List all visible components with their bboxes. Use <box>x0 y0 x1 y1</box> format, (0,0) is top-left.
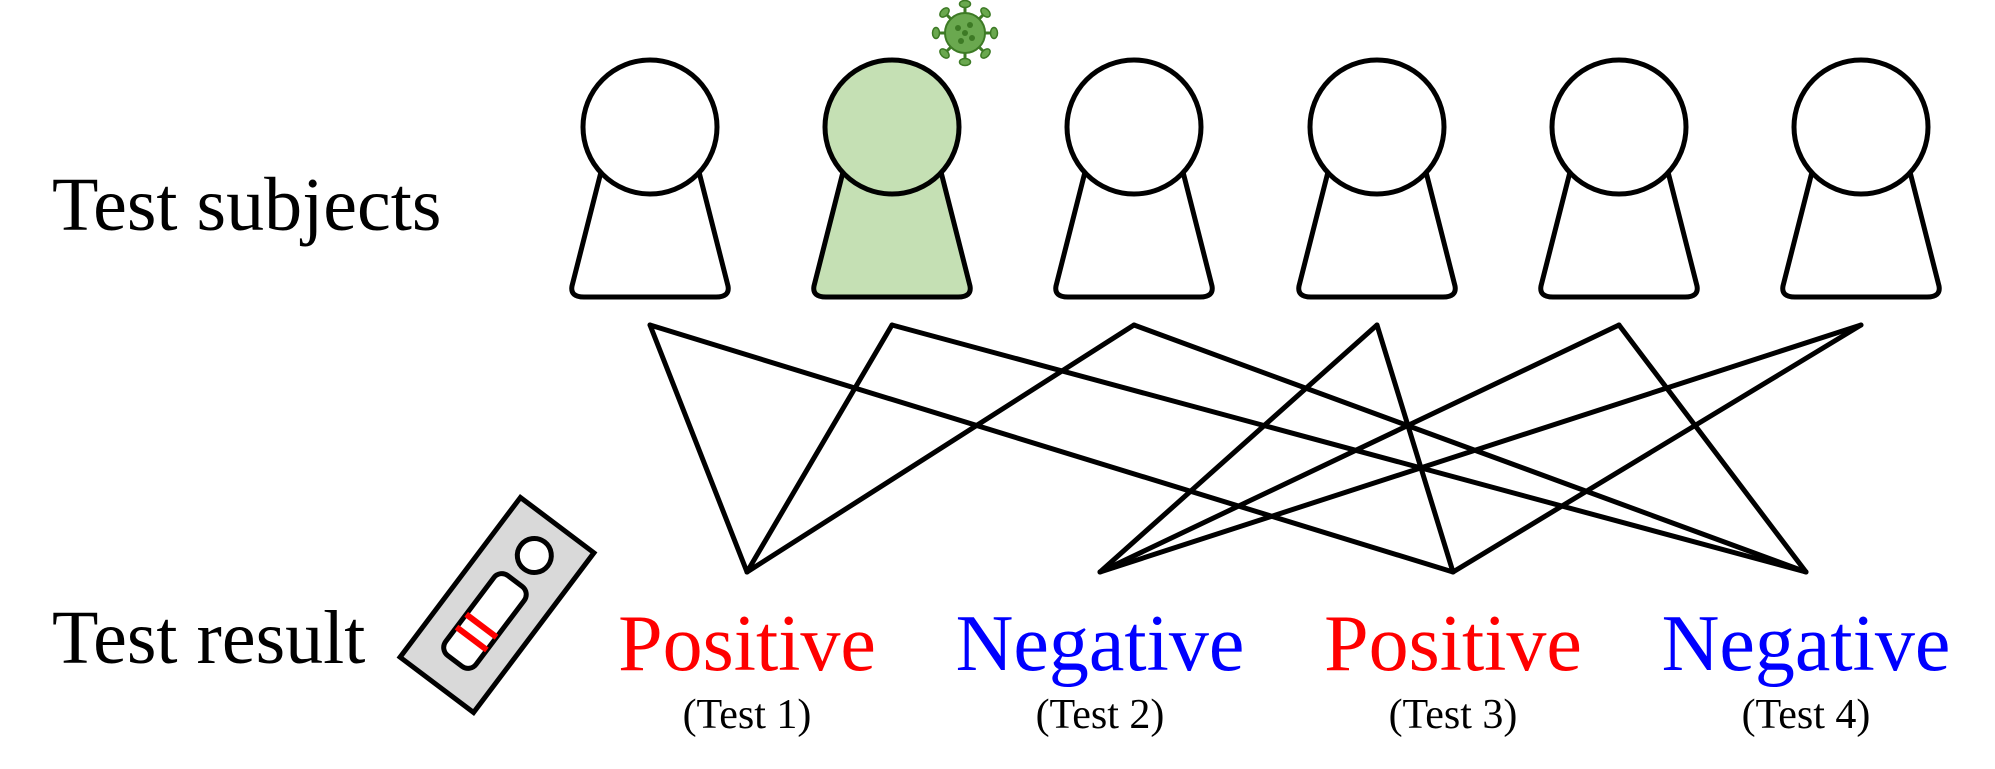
virus-spot <box>962 30 968 36</box>
edge-subject-5-test-4 <box>1616 322 1809 575</box>
test-results-row: Positive (Test 1) Negative (Test 2) Posi… <box>618 600 1950 738</box>
test-result-label: Test result <box>52 596 365 680</box>
virus-spot <box>969 35 975 41</box>
edge-subject-1-test-3 <box>647 322 1456 575</box>
test-kit-window <box>441 571 529 671</box>
subject-body <box>1296 165 1458 300</box>
edge-subject-6-test-3 <box>1450 322 1864 575</box>
virus-spike-tip <box>958 0 972 9</box>
test-4-result: Negative <box>1662 600 1951 688</box>
test-2-name: (Test 2) <box>1036 692 1165 738</box>
subject-body <box>811 165 973 300</box>
edge-subject-2-test-1 <box>744 322 895 575</box>
edge-subject-4-test-2 <box>1097 322 1380 575</box>
edge-subject-2-test-4 <box>889 322 1809 575</box>
edge-subject-6-test-2 <box>1097 322 1864 575</box>
test-4-name: (Test 4) <box>1742 692 1871 738</box>
subject-head <box>1307 57 1447 197</box>
edge-subject-5-test-2 <box>1097 322 1622 575</box>
test-subjects-row <box>569 57 1942 300</box>
edge-subject-3-test-1 <box>744 322 1137 575</box>
test-kit-line-2 <box>464 611 499 640</box>
virus-spike-tip <box>939 7 950 18</box>
test-kit-sample-well <box>514 535 554 575</box>
subject-head <box>822 57 962 197</box>
subject-head <box>1791 57 1931 197</box>
test-subject-6 <box>1780 57 1942 300</box>
test-kit-line-1 <box>454 624 489 653</box>
test-subject-5 <box>1538 57 1700 300</box>
test-1-name: (Test 1) <box>683 692 812 738</box>
edge-subject-4-test-3 <box>1374 322 1456 575</box>
test-subject-4 <box>1296 57 1458 300</box>
virus-icon <box>931 0 999 67</box>
test-subjects-label: Test subjects <box>52 163 441 247</box>
virus-spot <box>955 25 961 31</box>
test-1-result: Positive <box>618 600 876 688</box>
edge-subject-1-test-1 <box>647 322 750 575</box>
virus-spot <box>967 22 973 28</box>
test-3-name: (Test 3) <box>1389 692 1518 738</box>
test-kit-icon <box>396 493 598 717</box>
virus-spike-tip <box>931 26 941 40</box>
test-2-result: Negative <box>956 600 1245 688</box>
subject-body <box>1538 165 1700 300</box>
test-3-result: Positive <box>1324 600 1582 688</box>
virus-spike-tip <box>989 26 999 40</box>
virus-spike-tip <box>980 48 991 59</box>
virus-spike-tip <box>939 48 950 59</box>
test-subject-2-infected <box>811 57 973 300</box>
test-subject-3 <box>1053 57 1215 300</box>
connection-edges <box>647 322 1864 575</box>
subject-head <box>1549 57 1689 197</box>
subject-body <box>1780 165 1942 300</box>
subject-head <box>1064 57 1204 197</box>
test-subject-1 <box>569 57 731 300</box>
edge-subject-3-test-4 <box>1131 322 1809 575</box>
virus-spot <box>958 38 964 44</box>
virus-spike-tip <box>958 57 972 67</box>
virus-spike-tip <box>980 7 991 18</box>
subject-body <box>569 165 731 300</box>
subject-head <box>580 57 720 197</box>
subject-body <box>1053 165 1215 300</box>
